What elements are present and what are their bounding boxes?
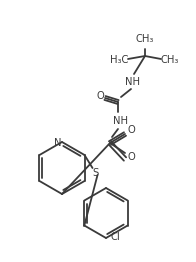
Text: Cl: Cl [110,232,120,242]
Text: S: S [92,168,99,178]
Text: H₃C: H₃C [110,55,128,65]
Text: CH₃: CH₃ [136,34,154,44]
Text: NH: NH [113,116,129,126]
Text: O: O [127,125,135,135]
Text: NH: NH [125,77,141,87]
Text: CH₃: CH₃ [161,55,179,65]
Text: O: O [127,152,135,162]
Text: O: O [96,91,104,101]
Text: N: N [54,138,62,148]
